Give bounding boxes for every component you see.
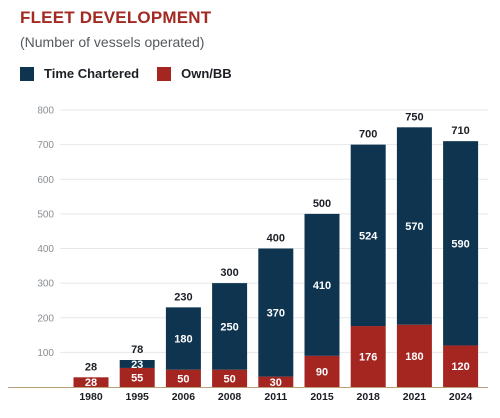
y-tick-label: 600 [37,175,54,186]
bar-time-chartered [304,213,340,356]
data-label-total: 710 [451,125,469,137]
y-tick-label: 500 [37,209,54,220]
data-label-total: 700 [359,129,377,141]
chart-subtitle: (Number of vessels operated) [20,34,205,50]
y-tick-label: 400 [37,244,54,255]
bar-own-bb [73,377,109,387]
bar-own-bb [443,345,479,387]
data-label-total: 78 [131,344,143,356]
data-label-total: 230 [174,291,192,303]
data-label-time-chartered: 250 [220,321,238,333]
chart-title: FLEET DEVELOPMENT [20,8,212,27]
x-tick-label: 1980 [79,391,103,403]
bar-own-bb [212,369,248,387]
bar-time-chartered [258,248,294,377]
legend-swatch-time-chartered [20,66,34,81]
x-tick-label: 2011 [264,391,287,403]
data-label-total: 28 [85,361,97,373]
y-tick-label: 200 [37,313,54,324]
legend-swatch-own-bb [157,66,172,81]
x-tick-label: 2021 [403,391,427,403]
bar-time-chartered [212,283,248,370]
bar-time-chartered [119,359,155,368]
x-tick-label: 2015 [310,391,334,403]
legend: Time Chartered Own/BB [20,66,250,81]
x-tick-label: 2006 [172,391,196,403]
data-label-own-bb: 180 [405,351,423,363]
legend-item-time-chartered: Time Chartered [20,66,139,81]
y-tick-label: 100 [37,348,54,359]
legend-item-own-bb: Own/BB [157,66,232,81]
data-label-time-chartered: 590 [451,238,469,250]
data-label-own-bb: 50 [223,373,235,385]
data-label-total: 750 [405,111,423,123]
bar-own-bb [119,367,155,387]
x-tick-label: 2024 [449,391,473,403]
data-label-time-chartered: 23 [131,359,143,371]
bar-time-chartered [396,127,432,325]
data-label-time-chartered: 410 [313,280,331,292]
y-tick-label: 300 [37,279,54,290]
data-label-own-bb: 50 [177,373,189,385]
bar-time-chartered [165,307,201,370]
legend-label-own-bb: Own/BB [181,66,232,81]
x-tick-label: 2008 [218,391,242,403]
bar-own-bb [258,376,294,387]
data-label-total: 400 [267,233,285,245]
data-label-time-chartered: 180 [174,334,192,346]
data-label-time-chartered: 570 [405,221,423,233]
y-tick-label: 700 [37,140,54,151]
bar-own-bb [165,369,201,387]
bar-own-bb [304,355,340,387]
x-tick-label: 1995 [126,391,150,403]
data-label-own-bb: 120 [451,361,469,373]
data-label-own-bb: 55 [131,372,143,384]
bar-time-chartered [350,144,386,327]
data-label-own-bb: 30 [270,377,282,389]
data-label-time-chartered: 370 [267,308,285,320]
data-label-own-bb: 176 [359,352,377,364]
data-label-time-chartered: 524 [359,230,378,242]
y-tick-label: 800 [37,106,54,117]
legend-label-time-chartered: Time Chartered [44,66,140,81]
x-tick-label: 2018 [357,391,381,403]
bar-own-bb [350,326,386,387]
bar-time-chartered [443,141,479,346]
bar-own-bb [396,324,432,387]
data-label-total: 300 [220,267,238,279]
data-label-total: 500 [313,198,331,210]
data-label-own-bb: 28 [85,377,97,389]
data-label-own-bb: 90 [316,366,328,378]
